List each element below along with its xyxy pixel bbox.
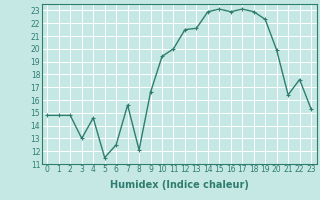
- X-axis label: Humidex (Indice chaleur): Humidex (Indice chaleur): [110, 180, 249, 190]
